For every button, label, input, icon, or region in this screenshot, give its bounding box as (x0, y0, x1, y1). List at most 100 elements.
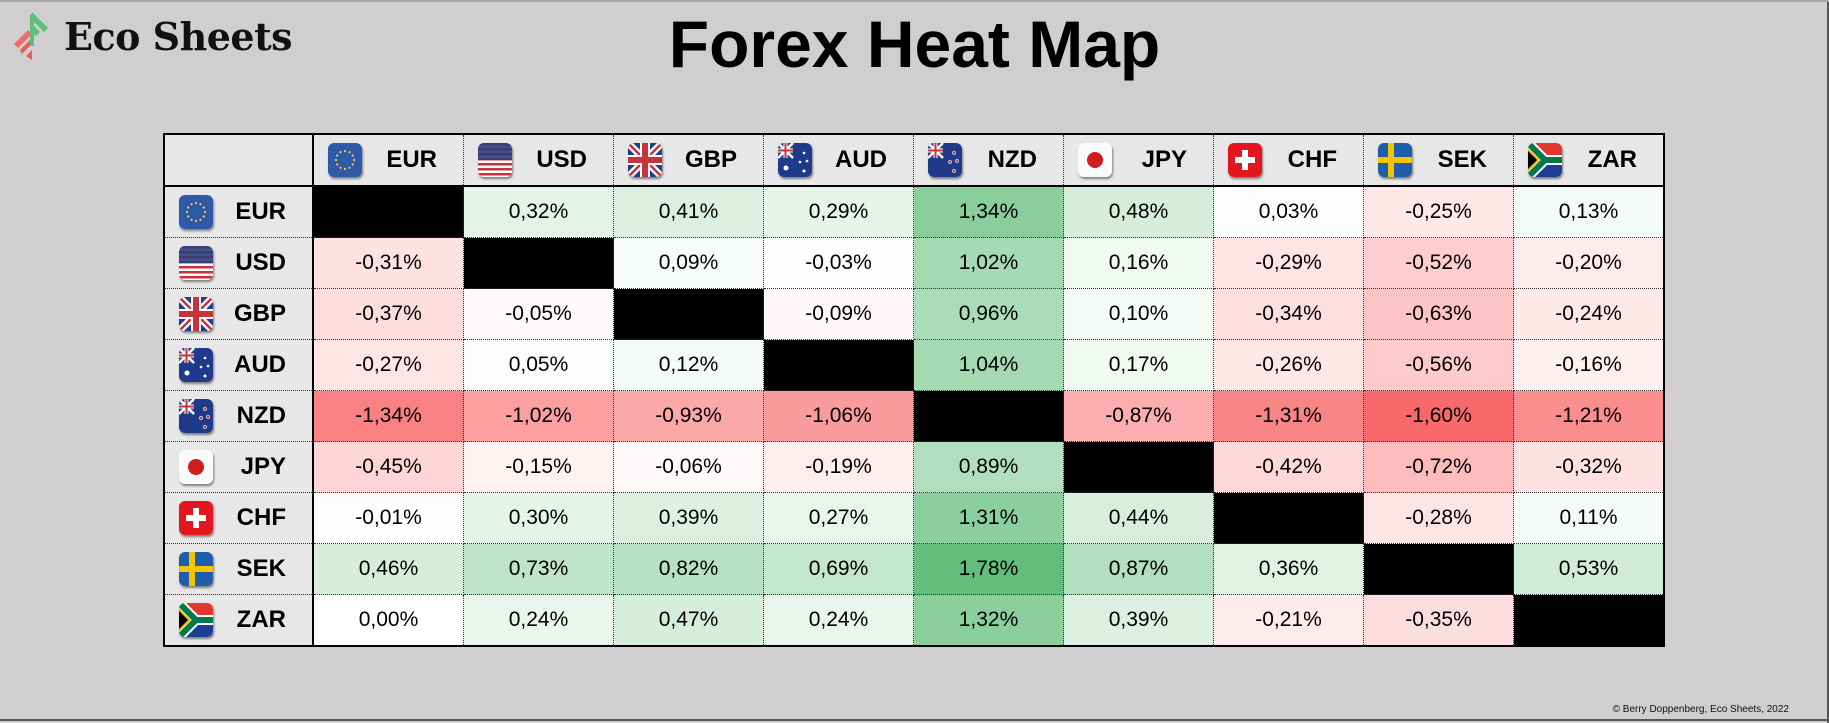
heatmap-cell-jpy-aud: -0,19% (763, 441, 914, 493)
heatmap-cell-jpy-zar: -0,32% (1513, 441, 1665, 493)
heatmap-cell-sek-zar: 0,53% (1513, 543, 1665, 595)
currency-code: EUR (235, 198, 286, 225)
heatmap-cell-sek-eur: 0,46% (312, 543, 464, 595)
column-header-aud: AUD (763, 133, 914, 187)
currency-code: NZD (987, 146, 1037, 173)
heatmap-cell-zar-nzd: 1,32% (913, 594, 1064, 647)
column-header-gbp: GBP (613, 133, 764, 187)
heatmap-cell-chf-nzd: 1,31% (913, 492, 1064, 544)
heatmap-cell-eur-jpy: 0,48% (1063, 185, 1214, 238)
heatmap-cell-nzd-chf: -1,31% (1213, 390, 1364, 442)
row-header-chf: CHF (163, 492, 314, 544)
diagonal-cell (1363, 543, 1514, 595)
table-row-eur: EUR 0,32% 0,41% 0,29% 1,34% 0,48% 0,03% -0,25% 0… (163, 185, 1665, 238)
heatmap-table: EUR USD GBP AUD NZD JPY CHF SEK ZAR EUR 0,32% 0,41… (163, 133, 1665, 647)
heatmap-cell-aud-usd: 0,05% (463, 339, 614, 391)
heatmap-cell-eur-sek: -0,25% (1363, 185, 1514, 238)
uk-flag-icon (179, 297, 213, 331)
table-row-jpy: JPY -0,45% -0,15% -0,06% -0,19% 0,89% -0,42% -0… (163, 441, 1665, 493)
heatmap-cell-zar-eur: 0,00% (312, 594, 464, 647)
heatmap-cell-jpy-eur: -0,45% (312, 441, 464, 493)
heatmap-cell-zar-chf: -0,21% (1213, 594, 1364, 647)
heatmap-cell-sek-usd: 0,73% (463, 543, 614, 595)
heatmap-cell-sek-chf: 0,36% (1213, 543, 1364, 595)
heatmap-cell-chf-gbp: 0,39% (613, 492, 764, 544)
heatmap-cell-usd-eur: -0,31% (312, 237, 464, 289)
heatmap-cell-eur-nzd: 1,34% (913, 185, 1064, 238)
heatmap-cell-nzd-eur: -1,34% (312, 390, 464, 442)
heatmap-cell-jpy-chf: -0,42% (1213, 441, 1364, 493)
row-header-usd: USD (163, 237, 314, 289)
heatmap-cell-chf-aud: 0,27% (763, 492, 914, 544)
currency-code: GBP (233, 300, 286, 327)
heatmap-cell-chf-zar: 0,11% (1513, 492, 1665, 544)
uk-flag-icon (628, 143, 662, 177)
us-flag-icon (179, 246, 213, 280)
currency-code: SEK (236, 555, 286, 582)
diagonal-cell (763, 339, 914, 391)
currency-code: JPY (240, 453, 286, 480)
australia-flag-icon (778, 143, 812, 177)
heatmap-cell-nzd-sek: -1,60% (1363, 390, 1514, 442)
corner-cell (163, 133, 314, 187)
heatmap-cell-jpy-nzd: 0,89% (913, 441, 1064, 493)
sweden-flag-icon (179, 552, 213, 586)
heatmap-cell-eur-chf: 0,03% (1213, 185, 1364, 238)
heatmap-cell-gbp-nzd: 0,96% (913, 288, 1064, 340)
currency-code: AUD (234, 351, 286, 378)
heatmap-cell-usd-sek: -0,52% (1363, 237, 1514, 289)
currency-code: ZAR (1587, 146, 1637, 173)
sweden-flag-icon (1378, 143, 1412, 177)
heatmap-cell-zar-aud: 0,24% (763, 594, 914, 647)
column-header-nzd: NZD (913, 133, 1064, 187)
diagonal-cell (1063, 441, 1214, 493)
heatmap-cell-zar-jpy: 0,39% (1063, 594, 1214, 647)
heatmap-cell-chf-sek: -0,28% (1363, 492, 1514, 544)
heatmap-cell-gbp-aud: -0,09% (763, 288, 914, 340)
new-zealand-flag-icon (179, 399, 213, 433)
japan-flag-icon (1078, 143, 1112, 177)
heatmap-cell-zar-gbp: 0,47% (613, 594, 764, 647)
heatmap-cell-gbp-eur: -0,37% (312, 288, 464, 340)
heatmap-cell-eur-aud: 0,29% (763, 185, 914, 238)
heatmap-cell-zar-usd: 0,24% (463, 594, 614, 647)
south-africa-flag-icon (179, 603, 213, 637)
diagonal-cell (1213, 492, 1364, 544)
south-africa-flag-icon (1528, 143, 1562, 177)
table-row-zar: ZAR 0,00% 0,24% 0,47% 0,24% 1,32% 0,39% -0,21% -… (163, 594, 1665, 647)
eco-sheets-logo-icon (14, 12, 48, 60)
heatmap-cell-chf-eur: -0,01% (312, 492, 464, 544)
heatmap-cell-jpy-gbp: -0,06% (613, 441, 764, 493)
currency-code: JPY (1141, 146, 1187, 173)
heatmap-cell-usd-aud: -0,03% (763, 237, 914, 289)
row-header-sek: SEK (163, 543, 314, 595)
column-header-jpy: JPY (1063, 133, 1214, 187)
page-title: Forex Heat Map (668, 7, 1161, 81)
currency-code: SEK (1437, 146, 1487, 173)
brand-logo: Eco Sheets (12, 10, 293, 62)
diagonal-cell (913, 390, 1064, 442)
row-header-eur: EUR (163, 185, 314, 238)
table-row-sek: SEK 0,46% 0,73% 0,82% 0,69% 1,78% 0,87% 0,36% 0,… (163, 543, 1665, 595)
heatmap-cell-aud-eur: -0,27% (312, 339, 464, 391)
us-flag-icon (478, 143, 512, 177)
heatmap-cell-usd-zar: -0,20% (1513, 237, 1665, 289)
column-header-usd: USD (463, 133, 614, 187)
row-header-jpy: JPY (163, 441, 314, 493)
table-row-chf: CHF -0,01% 0,30% 0,39% 0,27% 1,31% 0,44% -0,28%… (163, 492, 1665, 544)
heatmap-cell-eur-gbp: 0,41% (613, 185, 764, 238)
column-header-chf: CHF (1213, 133, 1364, 187)
heatmap-cell-nzd-jpy: -0,87% (1063, 390, 1214, 442)
heatmap-cell-nzd-gbp: -0,93% (613, 390, 764, 442)
heatmap-cell-jpy-sek: -0,72% (1363, 441, 1514, 493)
heatmap-cell-chf-jpy: 0,44% (1063, 492, 1214, 544)
bottom-border (0, 719, 1829, 721)
table-row-usd: USD -0,31% 0,09% -0,03% 1,02% 0,16% -0,29% -0,5… (163, 237, 1665, 289)
heatmap-cell-eur-zar: 0,13% (1513, 185, 1665, 238)
heatmap-cell-sek-aud: 0,69% (763, 543, 914, 595)
heatmap-cell-usd-gbp: 0,09% (613, 237, 764, 289)
heatmap-cell-aud-zar: -0,16% (1513, 339, 1665, 391)
currency-code: ZAR (236, 606, 286, 633)
diagonal-cell (1513, 594, 1665, 647)
heatmap-cell-aud-chf: -0,26% (1213, 339, 1364, 391)
